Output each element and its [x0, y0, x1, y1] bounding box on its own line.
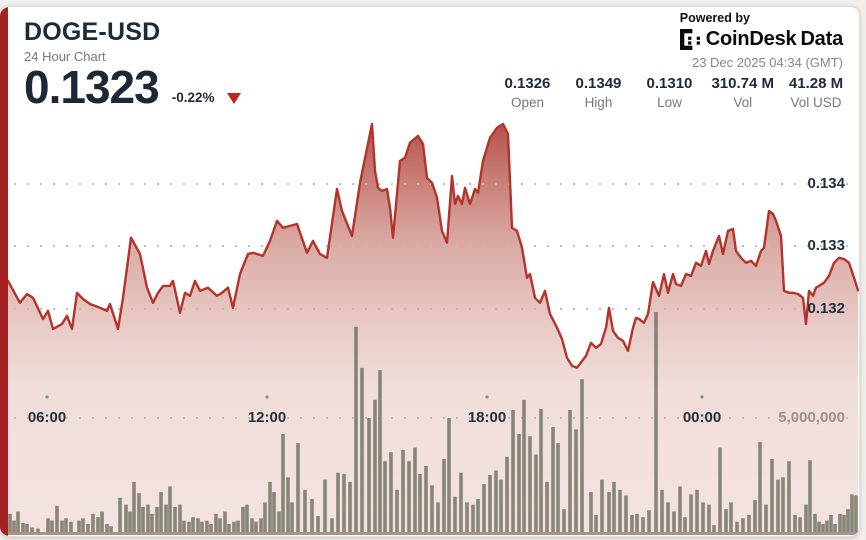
chart-card: DOGE-USD 24 Hour Chart 0.1323 -0.22% Pow…: [0, 6, 860, 537]
page-title: DOGE-USD: [24, 18, 161, 46]
price-line: [6, 122, 859, 369]
logo-text-coindesk: CoinDesk: [705, 28, 797, 50]
stat-high: 0.1349 High: [569, 75, 627, 110]
price-change-percent: -0.22%: [171, 90, 215, 105]
stat-label: High: [584, 95, 613, 110]
stat-volume: 310.74 M Vol: [711, 75, 774, 110]
ohlc-stats-row: 0.1326 Open 0.1349 High 0.1310 Low 310.7…: [498, 75, 845, 110]
y-axis-price-label: 0.133: [807, 237, 845, 254]
stat-low: 0.1310 Low: [640, 75, 698, 110]
stat-label: Open: [510, 95, 544, 110]
down-arrow-icon: [227, 93, 242, 104]
volume-bars: [3, 312, 858, 532]
stat-label: Vol: [733, 95, 753, 110]
left-accent-bar: [0, 7, 8, 536]
price-area-fill: [8, 124, 858, 532]
stat-label: Low: [657, 95, 682, 110]
stat-value: 0.1349: [575, 75, 622, 92]
x-axis-time-label: 00:00: [682, 409, 722, 426]
coindesk-data-logo: CoinDesk Data: [679, 28, 843, 51]
stat-volume-usd: 41.28 M Vol USD: [787, 75, 845, 110]
y-axis-price-label: 0.134: [807, 175, 845, 192]
stat-value: 310.74 M: [711, 75, 774, 92]
gridlines: [14, 183, 852, 419]
x-axis-time-label: 12:00: [247, 409, 287, 426]
price-volume-chart[interactable]: [0, 7, 859, 536]
stat-label: Vol USD: [790, 95, 842, 110]
x-axis-time-label: 18:00: [467, 409, 507, 426]
y-axis-price-label: 0.132: [807, 300, 845, 317]
stat-value: 0.1310: [646, 75, 693, 92]
stat-value: 41.28 M: [788, 75, 844, 92]
stat-open: 0.1326 Open: [498, 75, 556, 110]
current-price: 0.1323: [24, 61, 160, 113]
stat-value: 0.1326: [504, 75, 551, 92]
chart-subtitle: 24 Hour Chart: [24, 48, 106, 64]
powered-by-label: Powered by: [679, 11, 750, 25]
chart-timestamp: 23 Dec 2025 04:34 (GMT): [691, 55, 843, 70]
coindesk-logo-icon: [679, 29, 701, 50]
volume-axis-label: 5,000,000: [778, 409, 845, 426]
x-axis-time-label: 06:00: [27, 409, 67, 426]
logo-text-data: Data: [800, 28, 843, 50]
